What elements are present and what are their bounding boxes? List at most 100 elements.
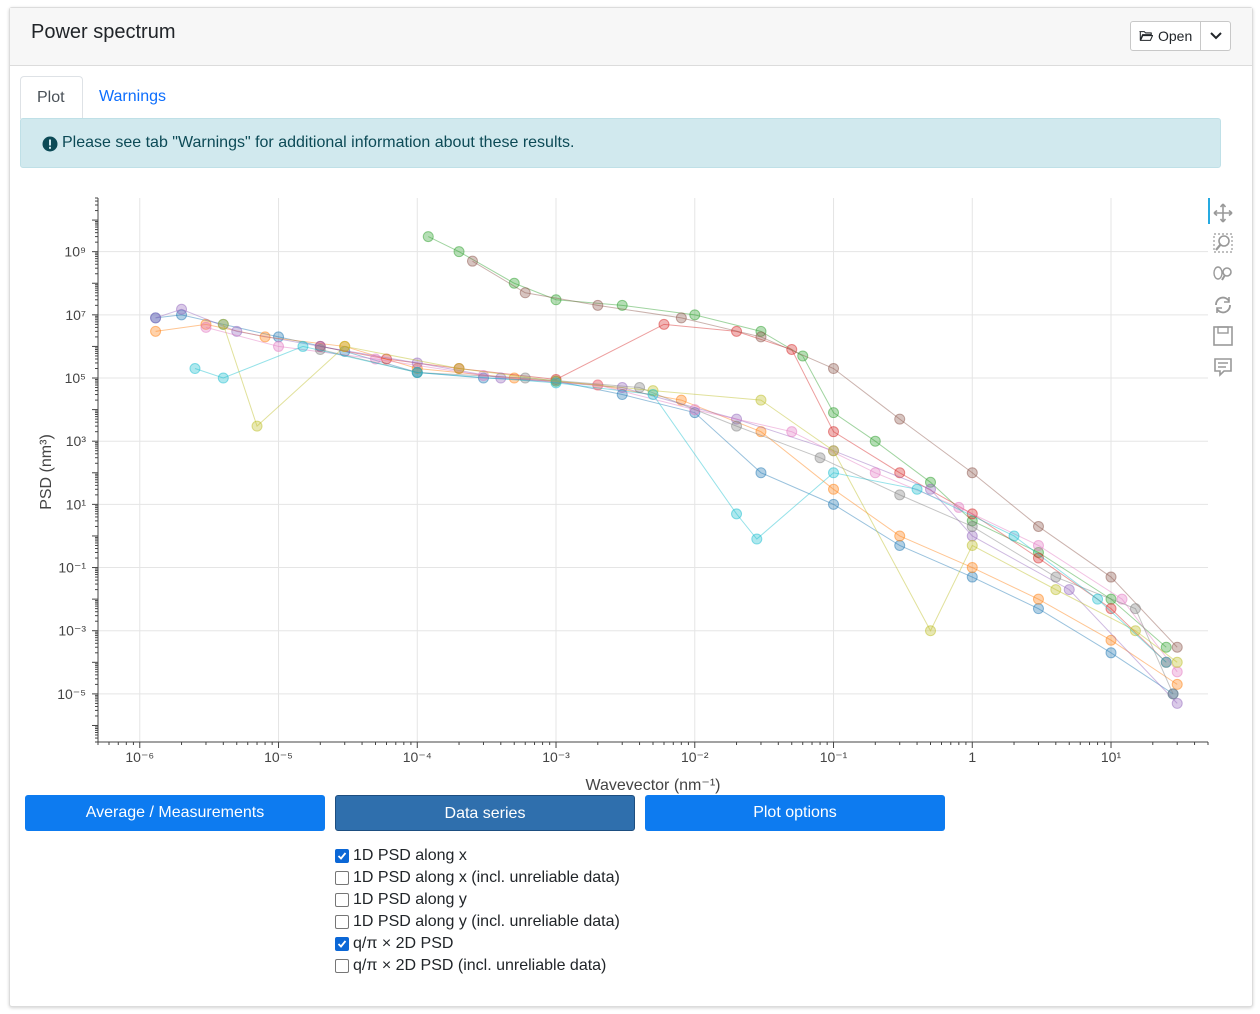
data-point — [828, 498, 840, 510]
data-point — [1032, 539, 1044, 551]
series-line — [320, 349, 1174, 695]
data-point — [217, 318, 229, 330]
tab-warnings[interactable]: Warnings — [99, 88, 166, 105]
data-point — [453, 246, 465, 258]
data-point — [231, 325, 243, 337]
data-point — [314, 343, 326, 355]
data-point — [1171, 697, 1183, 709]
checkbox-2d-psd-unreliable[interactable]: q/π × 2D PSD (incl. unreliable data) — [335, 955, 606, 977]
checkbox[interactable] — [335, 849, 349, 863]
data-point — [314, 340, 326, 352]
data-point — [755, 331, 767, 343]
data-point — [925, 483, 936, 495]
checkbox-1d-psd-x-unreliable[interactable]: 1D PSD along x (incl. unreliable data) — [335, 867, 620, 889]
data-point — [689, 309, 701, 321]
series-line — [194, 345, 1167, 663]
tab-plot[interactable]: Plot — [20, 76, 83, 119]
data-point — [339, 340, 351, 352]
checkbox-2d-psd[interactable]: q/π × 2D PSD — [335, 933, 453, 955]
x-axis-label: Wavevector (nm⁻¹) — [586, 777, 721, 794]
checkbox[interactable] — [335, 893, 349, 907]
data-point — [592, 379, 604, 391]
checkbox[interactable] — [335, 959, 349, 973]
wheel-zoom-icon[interactable] — [1212, 264, 1234, 286]
x-tick-label: 10⁻² — [681, 749, 709, 765]
data-point — [1063, 584, 1075, 596]
series-line — [155, 314, 1174, 695]
data-point — [519, 287, 531, 299]
average-measurements-button[interactable]: Average / Measurements — [25, 795, 325, 831]
box-zoom-icon[interactable] — [1212, 232, 1234, 254]
data-point — [616, 299, 628, 311]
data-point — [966, 520, 978, 532]
data-point — [189, 363, 201, 375]
x-tick-label: 10⁻⁶ — [125, 749, 154, 765]
data-point — [1092, 593, 1104, 605]
data-series-button[interactable]: Data series — [335, 795, 635, 831]
series-line — [155, 323, 1178, 685]
data-point — [925, 625, 936, 637]
psd-plot[interactable]: 10⁻⁶ 10⁻⁵ 10⁻⁴ 10⁻³ 10⁻² 10⁻¹ 1 10¹ 10⁹ 10⁷ 10⁵ 10³… — [30, 195, 1210, 795]
data-point — [1171, 641, 1183, 653]
checkbox[interactable] — [335, 915, 349, 929]
active-tool-indicator — [1208, 198, 1210, 224]
checkbox[interactable] — [335, 937, 349, 951]
data-point — [786, 426, 798, 438]
data-point — [797, 350, 809, 362]
data-point — [1129, 603, 1141, 615]
save-icon[interactable] — [1212, 325, 1234, 347]
data-point — [1105, 647, 1117, 659]
data-point — [755, 467, 767, 479]
plot-options-button[interactable]: Plot options — [645, 795, 945, 831]
pan-icon[interactable] — [1212, 202, 1234, 224]
data-point — [731, 420, 743, 432]
data-point — [966, 508, 978, 520]
data-point — [411, 363, 423, 375]
checkbox-1d-psd-x[interactable]: 1D PSD along x — [335, 845, 467, 867]
reset-icon[interactable] — [1212, 294, 1234, 316]
checkbox[interactable] — [335, 871, 349, 885]
data-point — [675, 394, 687, 406]
series-line — [320, 323, 1167, 663]
data-point — [894, 467, 906, 479]
data-point — [477, 372, 489, 384]
data-point — [1050, 584, 1062, 596]
data-point — [1171, 666, 1183, 678]
data-point — [894, 539, 906, 551]
data-point — [634, 382, 646, 394]
data-point — [894, 413, 906, 425]
data-point — [176, 303, 188, 315]
y-tick-label: 10¹ — [66, 496, 87, 512]
data-point — [894, 489, 906, 501]
data-point — [1032, 603, 1044, 615]
data-point — [828, 363, 840, 375]
checkbox-1d-psd-y-unreliable[interactable]: 1D PSD along y (incl. unreliable data) — [335, 911, 620, 933]
data-point — [259, 331, 271, 343]
y-tick-label: 10⁷ — [65, 307, 86, 323]
checkbox-1d-psd-y[interactable]: 1D PSD along y — [335, 889, 467, 911]
data-point — [508, 277, 520, 289]
data-point — [751, 533, 763, 545]
hover-icon[interactable] — [1212, 356, 1234, 378]
data-point — [1105, 603, 1117, 615]
data-series — [150, 303, 1183, 709]
open-button-label: Open — [1158, 28, 1193, 44]
open-dropdown-toggle[interactable] — [1201, 21, 1232, 51]
data-series — [217, 318, 1183, 668]
data-point — [616, 382, 628, 394]
plot-series — [150, 231, 1183, 709]
data-point — [1008, 530, 1020, 542]
data-point — [966, 571, 978, 583]
data-point — [1032, 552, 1044, 564]
data-point — [380, 353, 392, 365]
open-button[interactable]: Open — [1130, 21, 1202, 51]
data-point — [828, 467, 840, 479]
info-alert: Please see tab "Warnings" for additional… — [20, 118, 1221, 168]
data-point — [592, 299, 604, 311]
y-axis-label: PSD (nm³) — [38, 434, 55, 510]
data-point — [647, 389, 659, 401]
data-point — [1105, 634, 1117, 646]
x-tick-label: 1 — [968, 749, 976, 765]
data-point — [786, 343, 798, 355]
data-point — [1032, 520, 1044, 532]
